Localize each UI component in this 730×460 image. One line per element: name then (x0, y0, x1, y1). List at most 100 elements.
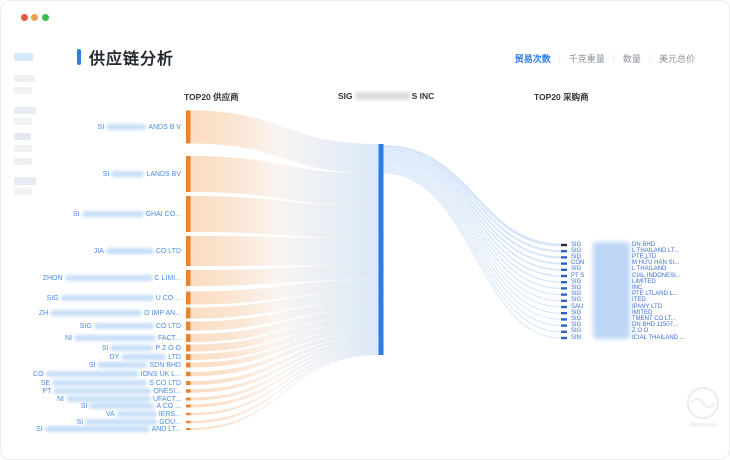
buyer-node[interactable] (561, 318, 567, 321)
supplier-node[interactable] (186, 428, 191, 430)
supplier-label[interactable]: NI FACT... (65, 334, 181, 343)
buyer-label-prefix[interactable]: SIG (571, 315, 582, 322)
supplier-label[interactable]: PT ONESI... (42, 387, 181, 396)
buyer-node[interactable] (561, 293, 567, 296)
sidebar-item-placeholder[interactable] (14, 133, 31, 140)
buyer-label-prefix[interactable]: SIG (571, 247, 582, 254)
buyer-label-suffix[interactable]: L THAILAND LT... (632, 247, 679, 254)
buyer-label-suffix[interactable]: M HỮU HAN SI... (632, 260, 680, 267)
supplier-node[interactable] (186, 412, 191, 416)
supplier-node[interactable] (186, 362, 191, 368)
sidebar-item-placeholder[interactable] (14, 177, 36, 185)
buyer-label-prefix[interactable]: SIG (571, 253, 582, 260)
buyer-label-prefix[interactable]: SIG (571, 241, 582, 248)
buyer-label-prefix[interactable]: SAU (571, 303, 584, 310)
buyer-label-suffix[interactable]: PTE LTD (632, 253, 657, 260)
supplier-label[interactable]: CO IONS UK L... (33, 370, 181, 379)
buyer-label-suffix[interactable]: CIAL INDONESI... (632, 272, 681, 279)
supplier-label[interactable]: SI AND LT... (36, 425, 181, 434)
supplier-node[interactable] (186, 404, 191, 408)
supplier-node[interactable] (186, 321, 191, 331)
supplier-label[interactable]: SI GOU... (77, 418, 181, 427)
buyer-node[interactable] (561, 281, 567, 284)
tab-metric-2[interactable]: 数量 (622, 54, 641, 64)
supplier-label[interactable]: SE S CO LTD (41, 379, 181, 388)
supplier-node[interactable] (186, 354, 191, 360)
supplier-label[interactable]: NI UFACT... (57, 395, 181, 404)
sidebar-item-placeholder[interactable] (14, 107, 36, 114)
buyer-label-suffix[interactable]: IMITED (632, 309, 653, 316)
buyer-label-suffix[interactable]: IPANY LTD (632, 303, 663, 310)
supplier-node[interactable] (186, 420, 191, 424)
supplier-label[interactable]: SI GHAI CO... (73, 210, 181, 219)
buyer-label-suffix[interactable]: Z O O (632, 328, 649, 335)
buyer-node[interactable] (561, 336, 567, 340)
supplier-label[interactable]: SIG U CO ... (47, 294, 181, 303)
buyer-label-suffix[interactable]: L THAILAND (632, 266, 667, 273)
dot-green[interactable] (42, 14, 49, 21)
buyer-label-suffix[interactable]: PTE LTLAND L... (632, 291, 678, 298)
supplier-node[interactable] (186, 389, 191, 393)
supplier-node[interactable] (186, 270, 191, 286)
supplier-node[interactable] (186, 397, 191, 401)
supplier-node[interactable] (186, 334, 191, 342)
supplier-node[interactable] (186, 236, 191, 266)
buyer-node[interactable] (561, 256, 567, 259)
buyer-label-prefix[interactable]: SIG (571, 278, 582, 285)
buyer-label-prefix[interactable]: SIG (571, 266, 582, 273)
buyer-node[interactable] (561, 243, 567, 247)
company-node[interactable] (378, 144, 384, 355)
buyer-node[interactable] (561, 274, 567, 278)
supplier-node[interactable] (186, 110, 191, 144)
supplier-label[interactable]: SIG CO LTD (80, 322, 181, 331)
supplier-node[interactable] (186, 156, 191, 192)
supplier-label[interactable]: SI P Z O O (102, 344, 181, 353)
supplier-label[interactable]: ZH O IMP AN... (39, 309, 181, 318)
supplier-label[interactable]: SI ANDS B V (98, 123, 181, 132)
supplier-node[interactable] (186, 196, 191, 232)
buyer-node[interactable] (561, 330, 567, 333)
supplier-label[interactable]: SI SDN BHD (89, 361, 181, 370)
sidebar-item-placeholder[interactable] (14, 75, 35, 82)
sidebar-item-active[interactable] (14, 53, 33, 61)
supplier-node[interactable] (186, 307, 191, 319)
buyer-label-prefix[interactable]: SIG (571, 309, 582, 316)
supplier-label[interactable]: VA IERS... (106, 410, 181, 419)
supplier-node[interactable] (186, 344, 191, 352)
supplier-label[interactable]: SI LANDS BV (103, 170, 181, 179)
buyer-node[interactable] (561, 262, 567, 265)
buyer-label-suffix[interactable]: DN BHD (632, 241, 656, 248)
buyer-label-prefix[interactable]: PT S (571, 272, 585, 279)
buyer-label-prefix[interactable]: SIG (571, 322, 582, 329)
buyer-node[interactable] (561, 268, 567, 271)
buyer-node[interactable] (561, 299, 567, 302)
dot-orange[interactable] (31, 14, 38, 21)
buyer-label-suffix[interactable]: TMENT CO LT... (632, 315, 676, 322)
tab-metric-1[interactable]: 千克重量 (568, 54, 605, 64)
buyer-label-prefix[interactable]: CÔN (571, 260, 585, 267)
buyer-label-prefix[interactable]: SIG (571, 284, 582, 291)
buyer-label-prefix[interactable]: SIG (571, 328, 582, 335)
supplier-label[interactable]: DY LTD (110, 353, 181, 362)
sidebar-item-placeholder[interactable] (14, 158, 32, 165)
buyer-label-suffix[interactable]: ITED (632, 297, 646, 304)
sidebar-item-placeholder[interactable] (14, 118, 32, 125)
tab-metric-0[interactable]: 贸易次数 (514, 54, 551, 64)
supplier-label[interactable]: ZHON C LIMI... (43, 274, 181, 283)
buyer-node[interactable] (561, 312, 567, 315)
supplier-node[interactable] (186, 371, 191, 377)
buyer-label-suffix[interactable]: ICIAL THAILAND ... (632, 334, 685, 341)
tab-metric-3[interactable]: 美元总价 (658, 54, 695, 64)
sidebar-item-placeholder[interactable] (14, 188, 32, 195)
buyer-node[interactable] (561, 287, 567, 290)
supplier-node[interactable] (186, 291, 191, 305)
buyer-node[interactable] (561, 324, 567, 327)
sidebar-item-placeholder[interactable] (14, 145, 32, 152)
buyer-label-suffix[interactable]: INC (632, 284, 643, 291)
supplier-label[interactable]: SI A CO ... (81, 402, 181, 411)
buyer-label-suffix[interactable]: DN BHD 11507... (632, 322, 678, 329)
buyer-label-prefix[interactable]: SIG (571, 291, 582, 298)
buyer-node[interactable] (561, 250, 567, 253)
supplier-node[interactable] (186, 381, 191, 385)
dot-red[interactable] (21, 14, 28, 21)
